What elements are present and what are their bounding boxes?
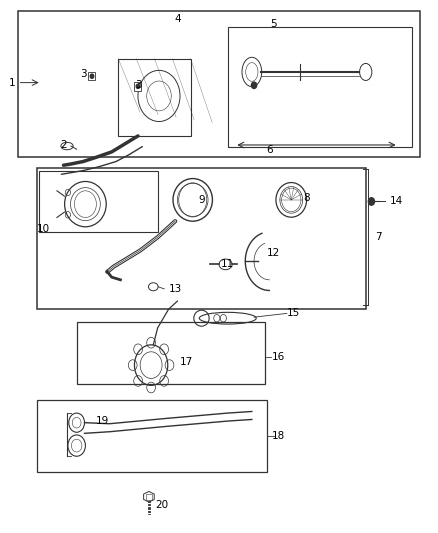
Circle shape [90, 74, 94, 78]
Bar [39, 171, 158, 232]
Bar [88, 72, 95, 80]
Text: 12: 12 [267, 248, 280, 258]
Text: 9: 9 [198, 195, 205, 205]
Text: 16: 16 [272, 352, 285, 362]
Text: 4: 4 [174, 14, 181, 23]
Bar [77, 322, 265, 384]
Text: 6: 6 [266, 146, 273, 155]
Text: 17: 17 [180, 358, 193, 367]
Text: 3: 3 [134, 80, 141, 90]
Text: 15: 15 [287, 309, 300, 318]
Bar [118, 59, 191, 136]
Text: 19: 19 [96, 416, 110, 426]
Circle shape [251, 82, 257, 88]
Text: 20: 20 [155, 500, 169, 510]
Bar [134, 82, 141, 91]
Text: 13: 13 [169, 284, 182, 294]
Text: 10: 10 [36, 224, 49, 234]
Bar [146, 494, 152, 500]
Text: 7: 7 [375, 232, 382, 242]
Bar [37, 400, 267, 472]
Circle shape [136, 84, 140, 88]
Text: 8: 8 [303, 193, 310, 203]
Bar [228, 27, 412, 147]
Bar [37, 168, 366, 309]
Text: 3: 3 [80, 69, 87, 78]
Bar [18, 11, 420, 157]
Circle shape [368, 198, 374, 205]
Text: 11: 11 [221, 259, 234, 269]
Text: 18: 18 [272, 431, 285, 441]
Text: 1: 1 [9, 78, 16, 87]
Text: 5: 5 [270, 19, 277, 29]
Text: 2: 2 [60, 140, 67, 150]
Text: 14: 14 [390, 197, 403, 206]
